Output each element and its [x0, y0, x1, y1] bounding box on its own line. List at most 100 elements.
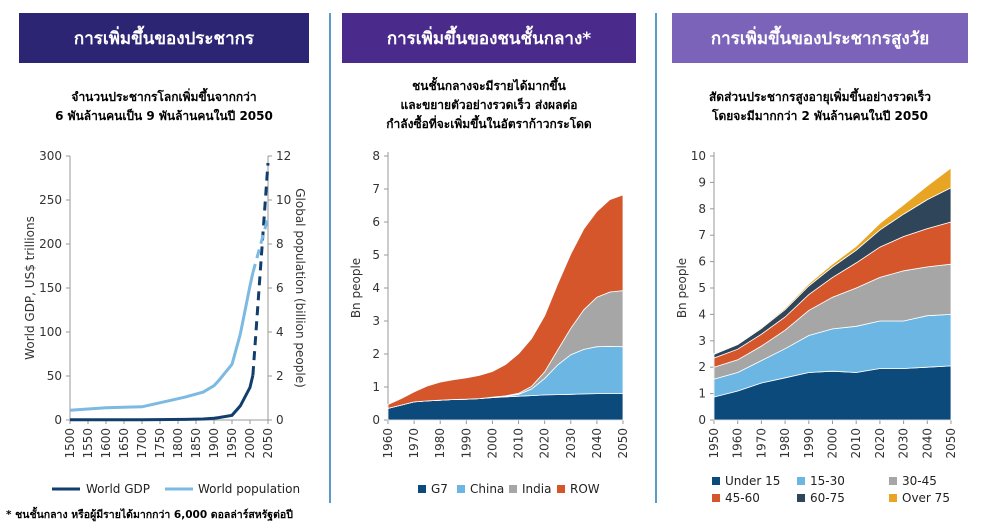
- legend-swatch-g7: [418, 485, 426, 493]
- y-axis-title: Bn people: [349, 258, 363, 318]
- x-tick-label: 2030: [564, 428, 578, 459]
- x-tick-label: 1990: [459, 428, 473, 459]
- x-tick-label: 1950: [225, 428, 239, 459]
- x-tick-label: 2010: [849, 428, 863, 459]
- x-tick-label: 1980: [433, 428, 447, 459]
- y-tick-label: 0: [54, 413, 62, 427]
- series-area-over-75: [713, 167, 952, 355]
- panel-title-aging: การเพิ่มขึ้นของประชากรสูงวัย: [672, 13, 968, 63]
- subtitle-line: กำลังซื้อที่จะเพิ่มขึ้นในอัตราก้าวกระโดด: [386, 117, 592, 131]
- y-tick-label: 3: [698, 334, 706, 348]
- panel-title-population-text: การเพิ่มขึ้นของประชากร: [73, 28, 255, 49]
- legend-label-row: ROW: [570, 482, 600, 496]
- y-tick-label: 200: [39, 237, 62, 251]
- y-tick-label: 5: [698, 281, 706, 295]
- panel-title-aging-text: การเพิ่มขึ้นของประชากรสูงวัย: [710, 28, 930, 49]
- x-tick-label: 1750: [153, 428, 167, 459]
- x-tick-label: 1800: [171, 428, 185, 459]
- subtitle-line: จำนวนประชากรโลกเพิ่มขึ้นจากกว่า: [71, 90, 257, 104]
- panel-title-middle-class-text: การเพิ่มขึ้นของชนชั้นกลาง*: [386, 28, 592, 49]
- subtitle-line: และขยายตัวอย่างรวดเร็ว ส่งผลต่อ: [400, 98, 578, 112]
- legend-label-30-45: 30-45: [902, 474, 937, 488]
- x-tick-label: 1960: [381, 428, 395, 459]
- x-tick-label: 1980: [778, 428, 792, 459]
- x-tick-label: 2020: [873, 428, 887, 459]
- legend-label-g7: G7: [431, 482, 448, 496]
- panel-title-middle-class: การเพิ่มขึ้นของชนชั้นกลาง*: [342, 13, 636, 63]
- y2-tick-label: 2: [276, 369, 284, 383]
- y-tick-label: 7: [372, 182, 380, 196]
- subtitle-line: 6 พันล้านคนเป็น 9 พันล้านคนในปี 2050: [55, 109, 273, 123]
- legend-swatch-china: [457, 485, 465, 493]
- x-tick-label: 2000: [243, 428, 257, 459]
- legend-label-world-population: World population: [198, 482, 300, 496]
- x-tick-label: 1700: [135, 428, 149, 459]
- legend-label-india: India: [522, 482, 551, 496]
- y-tick-label: 250: [39, 193, 62, 207]
- x-tick-label: 2000: [485, 428, 499, 459]
- x-tick-label: 1970: [407, 428, 421, 459]
- y-tick-label: 0: [698, 413, 706, 427]
- x-tick-label: 2050: [616, 428, 630, 459]
- x-tick-label: 1550: [81, 428, 95, 459]
- panel-subtitle-aging: สัดส่วนประชากรสูงอายุเพิ่มขึ้นอย่างรวดเร…: [668, 88, 972, 126]
- series-area-row: [387, 194, 624, 409]
- x-tick-label: 1960: [731, 428, 745, 459]
- y-tick-label: 8: [372, 149, 380, 163]
- y2-axis-title: Global population (billion people): [293, 188, 307, 388]
- y-tick-label: 1: [698, 387, 706, 401]
- panel-subtitle-middle-class: ชนชั้นกลางจะมีรายได้มากขึ้น และขยายตัวอย…: [342, 77, 636, 134]
- x-tick-label: 1990: [802, 428, 816, 459]
- y-tick-label: 4: [698, 307, 706, 321]
- panel-title-population: การเพิ่มขึ้นของประชากร: [19, 13, 309, 63]
- footnote: * ชนชั้นกลาง หรือผู้มีรายได้มากกว่า 6,00…: [6, 509, 293, 521]
- x-tick-label: 2030: [897, 428, 911, 459]
- y-tick-label: 5: [372, 248, 380, 262]
- y-tick-label: 7: [698, 228, 706, 242]
- x-tick-label: 1600: [99, 428, 113, 459]
- y-tick-label: 6: [698, 255, 706, 269]
- x-tick-label: 2010: [512, 428, 526, 459]
- x-tick-label: 1850: [189, 428, 203, 459]
- panel-subtitle-population: จำนวนประชากรโลกเพิ่มขึ้นจากกว่า 6 พันล้า…: [19, 88, 309, 126]
- y2-tick-label: 8: [276, 237, 284, 251]
- legend-swatch-india: [509, 485, 517, 493]
- x-tick-label: 2040: [590, 428, 604, 459]
- x-tick-label: 1500: [63, 428, 77, 459]
- x-tick-label: 2050: [261, 428, 275, 459]
- y-tick-label: 4: [372, 281, 380, 295]
- divider-left: [329, 13, 331, 503]
- divider-right: [655, 13, 657, 503]
- y-tick-label: 3: [372, 314, 380, 328]
- y-tick-label: 8: [698, 202, 706, 216]
- series-world-population-line: [69, 272, 255, 412]
- subtitle-line: สัดส่วนประชากรสูงอายุเพิ่มขึ้นอย่างรวดเร…: [708, 90, 932, 104]
- y-tick-label: 0: [372, 413, 380, 427]
- legend-swatch-under-15: [712, 477, 720, 485]
- y-tick-label: 9: [698, 175, 706, 189]
- y-tick-label: 2: [372, 347, 380, 361]
- legend-label-over-75: Over 75: [902, 491, 950, 505]
- y2-tick-label: 0: [276, 413, 284, 427]
- subtitle-line: ชนชั้นกลางจะมีรายได้มากขึ้น: [412, 79, 566, 93]
- legend-label-under-15: Under 15: [725, 474, 780, 488]
- y-axis-title: Bn people: [675, 258, 689, 318]
- y2-tick-label: 4: [276, 325, 284, 339]
- y-tick-label: 100: [39, 325, 62, 339]
- series-world-gdp-line: [69, 374, 255, 422]
- x-tick-label: 1950: [707, 428, 721, 459]
- x-tick-label: 2050: [944, 428, 958, 459]
- legend-swatch-45-60: [712, 494, 720, 502]
- subtitle-line: โดยจะมีมากกว่า 2 พันล้านคนในปี 2050: [712, 109, 928, 123]
- x-tick-label: 2000: [826, 428, 840, 459]
- y2-tick-label: 6: [276, 281, 284, 295]
- y2-tick-label: 12: [276, 149, 291, 163]
- x-tick-label: 2040: [920, 428, 934, 459]
- y-axis-title: World GDP, US$ trillions: [23, 216, 37, 360]
- y-tick-label: 50: [47, 369, 62, 383]
- legend-label-world-gdp: World GDP: [86, 482, 150, 496]
- y2-tick-label: 10: [276, 193, 291, 207]
- y-tick-label: 6: [372, 215, 380, 229]
- legend-label-45-60: 45-60: [725, 491, 760, 505]
- legend-swatch-60-75: [797, 494, 805, 502]
